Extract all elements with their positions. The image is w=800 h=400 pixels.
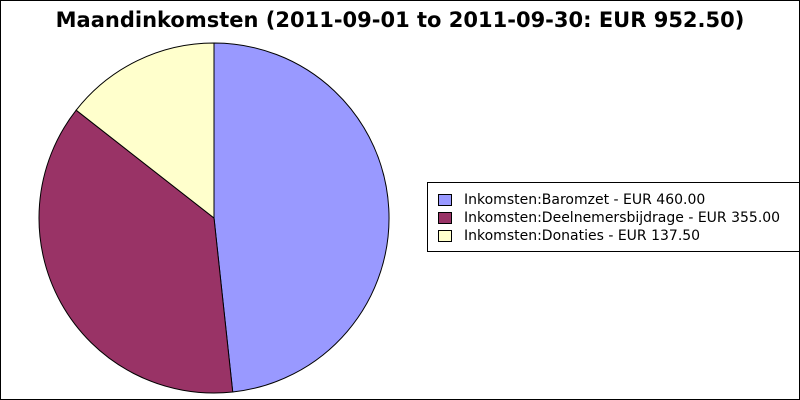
legend-swatch-donaties	[438, 230, 452, 242]
legend-label-deelnemersbijdrage: Inkomsten:Deelnemersbijdrage - EUR 355.0…	[464, 210, 781, 226]
chart-legend: Inkomsten:Baromzet - EUR 460.00 Inkomste…	[427, 182, 799, 252]
legend-label-baromzet: Inkomsten:Baromzet - EUR 460.00	[464, 192, 706, 208]
chart-title: Maandinkomsten (2011-09-01 to 2011-09-30…	[55, 8, 745, 32]
legend-swatch-deelnemersbijdrage	[438, 212, 452, 224]
pie-slice-donaties	[75, 42, 215, 220]
pie-slice-baromzet	[213, 42, 390, 393]
pie-slice-deelnemersbijdrage	[38, 109, 234, 394]
legend-label-donaties: Inkomsten:Donaties - EUR 137.50	[464, 228, 701, 244]
legend-swatch-baromzet	[438, 194, 452, 206]
